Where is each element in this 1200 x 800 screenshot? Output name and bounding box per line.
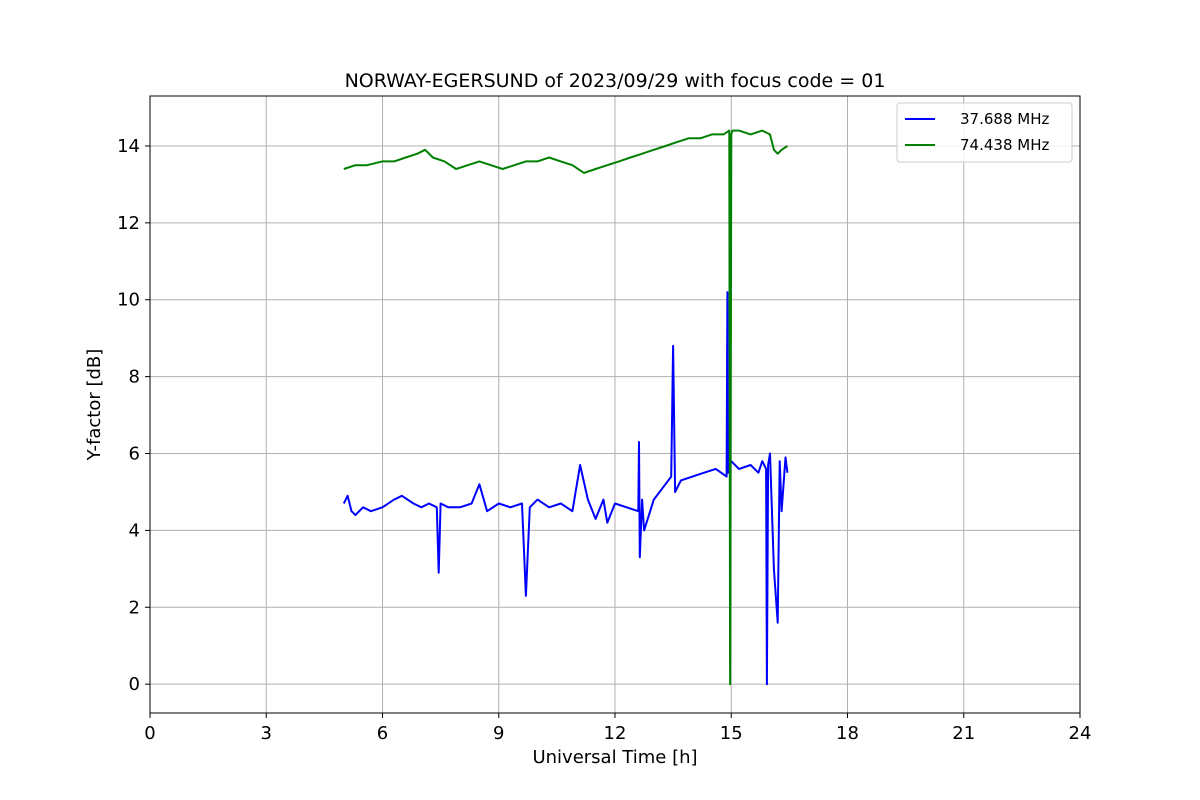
- y-tick-label: 14: [117, 136, 140, 157]
- y-tick-label: 0: [129, 674, 140, 695]
- y-axis-label: Y-factor [dB]: [84, 349, 105, 462]
- x-tick-label: 12: [604, 723, 627, 744]
- x-axis-label: Universal Time [h]: [532, 747, 697, 768]
- x-tick-label: 21: [952, 723, 975, 744]
- y-axis: 0 2 4 6 8 10 12 14: [117, 136, 150, 695]
- x-tick-label: 24: [1069, 723, 1092, 744]
- x-tick-label: 9: [493, 723, 504, 744]
- y-tick-label: 12: [117, 213, 140, 234]
- y-tick-label: 8: [129, 367, 140, 388]
- legend-box: [896, 102, 1073, 163]
- y-tick-label: 6: [129, 444, 140, 465]
- legend-label: 37.688 MHz: [960, 110, 1049, 128]
- series-line: [342, 291, 789, 686]
- chart-title: NORWAY-EGERSUND of 2023/09/29 with focus…: [345, 70, 886, 92]
- x-tick-label: 0: [144, 723, 155, 744]
- series-layer: [342, 129, 789, 686]
- x-tick-label: 18: [836, 723, 859, 744]
- x-tick-label: 15: [720, 723, 743, 744]
- x-tick-label: 6: [377, 723, 388, 744]
- x-tick-label: 3: [261, 723, 272, 744]
- y-tick-label: 4: [129, 520, 140, 541]
- legend: 37.688 MHz 74.438 MHz: [896, 102, 1073, 163]
- series-line: [343, 129, 788, 686]
- y-tick-label: 2: [129, 597, 140, 618]
- legend-label: 74.438 MHz: [960, 136, 1049, 154]
- x-axis: 0 3 6 9 12 15 18 21 24: [144, 713, 1091, 744]
- y-tick-label: 10: [117, 290, 140, 311]
